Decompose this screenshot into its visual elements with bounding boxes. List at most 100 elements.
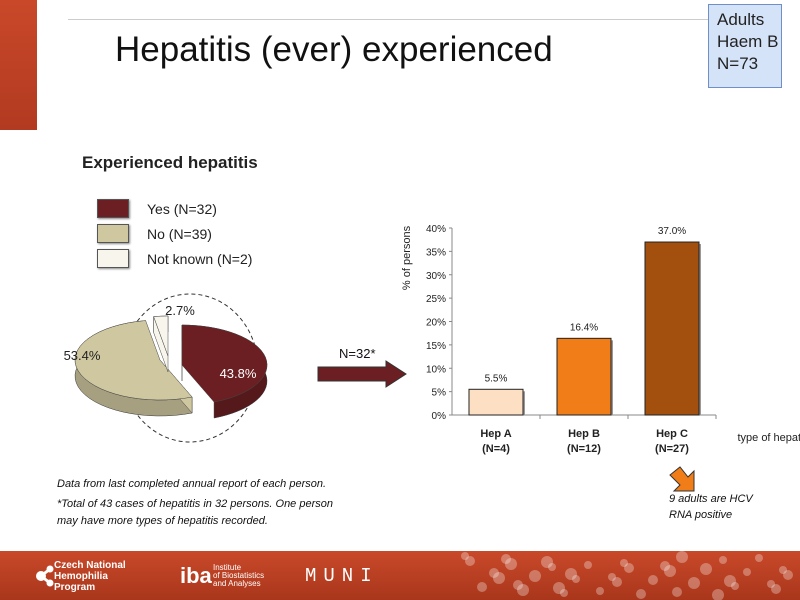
decorative-dot — [783, 570, 793, 580]
decorative-dot — [676, 551, 688, 563]
footnote: *Total of 43 cases of hepatitis in 32 pe… — [57, 496, 333, 530]
decorative-dot — [572, 575, 580, 583]
y-tick-label: 5% — [432, 388, 447, 399]
y-tick-label: 35% — [426, 247, 446, 258]
bar-data-label: 37.0% — [658, 226, 686, 237]
logo-line: Program — [54, 582, 96, 593]
legend-label: No (N=39) — [147, 225, 212, 242]
x-tick-label: Hep C — [656, 428, 688, 440]
decorative-dot — [731, 582, 739, 590]
bar-data-label: 16.4% — [570, 322, 598, 333]
decorative-dot — [477, 582, 487, 592]
y-tick-label: 15% — [426, 341, 446, 352]
decorative-dot — [712, 589, 724, 600]
badge-line: Adults — [717, 10, 765, 29]
decorative-dot — [461, 552, 469, 560]
legend-swatch — [97, 224, 129, 243]
arrow-right-icon — [317, 360, 407, 388]
logo-line: Hemophilia — [54, 571, 108, 582]
legend-item: Yes (N=32) — [97, 199, 217, 218]
pie-chart: 43.8% 53.4% 2.7% — [64, 293, 268, 443]
logo-line: of Biostatistics — [213, 571, 265, 580]
y-tick-label: 25% — [426, 294, 446, 305]
x-tick-label: (N=4) — [482, 443, 510, 455]
decorative-molecule-pattern — [461, 551, 793, 600]
decorative-dot — [560, 589, 568, 597]
cnhp-logo-text: Czech National Hemophilia Program — [54, 560, 126, 593]
hcv-note-line: 9 adults are HCV — [669, 493, 753, 505]
legend-swatch — [97, 199, 129, 218]
legend-label: Yes (N=32) — [147, 200, 217, 217]
x-tick-label: (N=27) — [655, 443, 689, 455]
logo-line: Czech National — [54, 560, 126, 571]
logo-line: and Analyses — [213, 579, 261, 588]
page-title: Hepatitis (ever) experienced — [115, 30, 553, 69]
logo-line: Institute — [213, 563, 242, 572]
iba-logo: iba — [180, 563, 212, 588]
hcv-note: 9 adults are HCV RNA positive — [669, 491, 753, 523]
badge-line: N=73 — [717, 54, 759, 73]
decorative-dot — [548, 563, 556, 571]
legend-item: Not known (N=2) — [97, 249, 252, 268]
decorative-dot — [493, 572, 505, 584]
x-axis-label: type of hepatitis — [737, 432, 800, 444]
decorative-dot — [608, 573, 616, 581]
pie-slice-no — [74, 320, 193, 417]
decorative-dot — [719, 556, 727, 564]
footnote-line: may have more types of hepatitis recorde… — [57, 515, 268, 527]
y-axis-label: % of persons — [401, 225, 413, 290]
pie-data-label: 43.8% — [220, 366, 257, 381]
decorative-dot — [620, 559, 628, 567]
decorative-dot — [489, 568, 499, 578]
decorative-dot — [771, 584, 781, 594]
arrow-label: N=32* — [339, 346, 376, 361]
decorative-dot — [584, 561, 592, 569]
decorative-dot — [779, 566, 787, 574]
bar — [644, 241, 700, 416]
pie-title: Experienced hepatitis — [82, 153, 258, 172]
decorative-dot — [624, 563, 634, 573]
y-tick-label: 0% — [432, 411, 447, 422]
legend-item: No (N=39) — [97, 224, 212, 243]
y-tick-label: 20% — [426, 318, 446, 329]
footer: Czech National Hemophilia Program iba In… — [0, 551, 800, 600]
pie-slice-yes — [181, 324, 268, 419]
x-tick-label: (N=12) — [567, 443, 601, 455]
decorative-dot — [517, 584, 529, 596]
decorative-dot — [465, 556, 475, 566]
legend-label: Not known (N=2) — [147, 250, 253, 267]
y-tick-label: 30% — [426, 271, 446, 282]
decorative-dot — [553, 582, 565, 594]
accent-bar — [0, 0, 37, 130]
y-tick-label: 10% — [426, 364, 446, 375]
decorative-dot — [700, 563, 712, 575]
decorative-dot — [501, 554, 511, 564]
iba-logo-text: Institute of Biostatistics and Analyses — [213, 564, 264, 588]
decorative-dot — [724, 575, 736, 587]
decorative-dot — [660, 561, 670, 571]
x-tick-label: Hep A — [480, 428, 511, 440]
decorative-dot — [505, 558, 517, 570]
decorative-dot — [743, 568, 751, 576]
legend-swatch — [97, 249, 129, 268]
decorative-dot — [529, 570, 541, 582]
decorative-dot — [612, 577, 622, 587]
decorative-dot — [664, 565, 676, 577]
arrow-down-right-icon — [669, 466, 695, 492]
decorative-dot — [565, 568, 577, 580]
decorative-dot — [767, 580, 775, 588]
decorative-dot — [688, 577, 700, 589]
decorative-dot — [636, 589, 646, 599]
decorative-dot — [541, 556, 553, 568]
pie-slice-not-known — [153, 315, 169, 373]
decorative-dot — [596, 587, 604, 595]
badge-line: Haem B — [717, 32, 779, 51]
bar — [468, 388, 524, 416]
decorative-dot — [755, 554, 763, 562]
divider — [68, 19, 718, 20]
decorative-dot — [672, 587, 682, 597]
muni-logo: MUNI — [305, 565, 379, 587]
decorative-dot — [513, 580, 523, 590]
pie-data-label: 53.4% — [64, 348, 101, 363]
bar-data-label: 5.5% — [485, 373, 508, 384]
